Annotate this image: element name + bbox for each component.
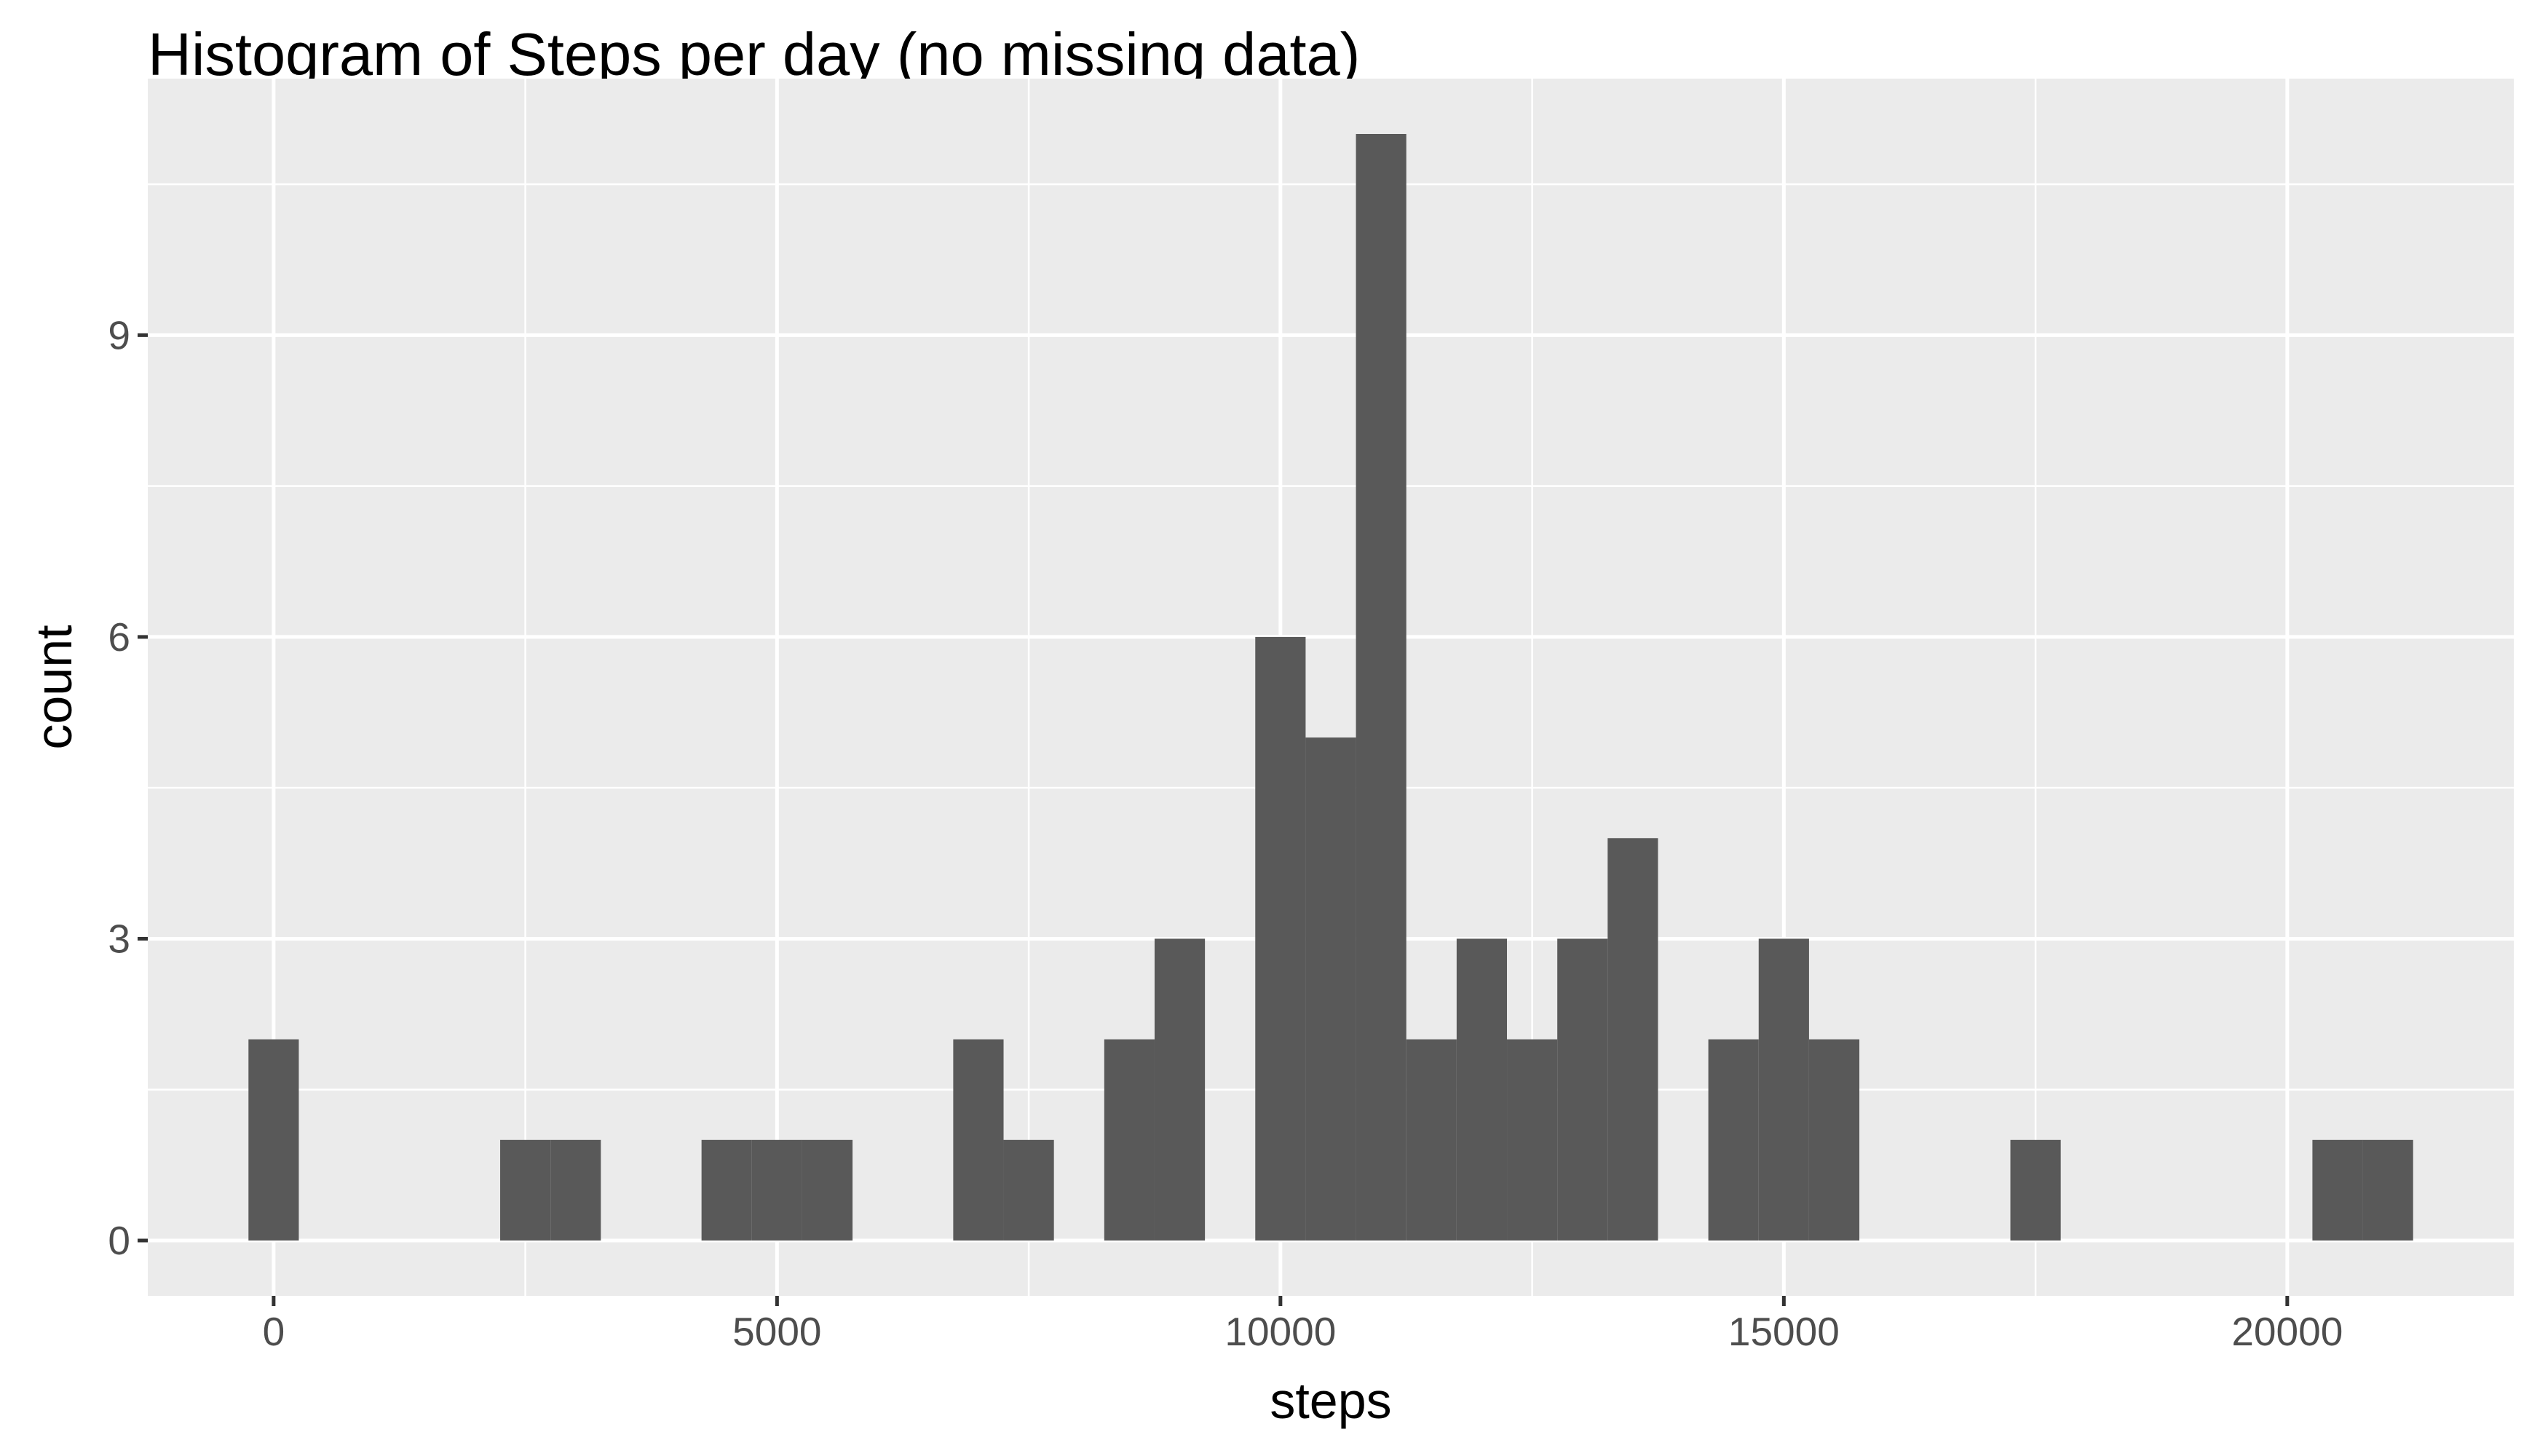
histogram-bar bbox=[2010, 1139, 2061, 1241]
histogram-bar bbox=[1607, 838, 1658, 1241]
histogram-bar bbox=[1356, 134, 1406, 1241]
y-tick-label: 3 bbox=[108, 916, 130, 961]
y-axis: 0 3 6 9 bbox=[108, 312, 148, 1263]
histogram-bar bbox=[1808, 1039, 1860, 1241]
histogram-bar bbox=[1557, 938, 1608, 1241]
y-tick-label: 6 bbox=[108, 614, 130, 660]
histogram-bar bbox=[701, 1139, 752, 1241]
chart-title: Histogram of Steps per day (no missing d… bbox=[148, 20, 1360, 88]
histogram-bar bbox=[1305, 737, 1356, 1241]
histogram-bar bbox=[248, 1039, 299, 1241]
histogram-bar bbox=[1456, 938, 1508, 1241]
histogram-bars bbox=[248, 134, 2413, 1241]
x-tick-label: 0 bbox=[263, 1309, 285, 1354]
histogram-bar bbox=[1507, 1039, 1558, 1241]
histogram-bar bbox=[1003, 1139, 1054, 1241]
histogram-bar bbox=[953, 1039, 1004, 1241]
x-tick-label: 20000 bbox=[2231, 1309, 2343, 1354]
x-tick-label: 15000 bbox=[1728, 1309, 1840, 1354]
histogram-bar bbox=[1255, 636, 1306, 1241]
histogram-bar bbox=[1708, 1039, 1759, 1241]
x-axis: 0 5000 10000 15000 20000 bbox=[263, 1296, 2343, 1354]
y-axis-title: count bbox=[25, 625, 82, 749]
histogram-bar bbox=[2362, 1139, 2413, 1241]
histogram-bar bbox=[1406, 1039, 1457, 1241]
y-tick-label: 0 bbox=[108, 1218, 130, 1263]
histogram-bar bbox=[2312, 1139, 2363, 1241]
histogram-bar bbox=[1154, 938, 1206, 1241]
x-tick-label: 5000 bbox=[732, 1309, 821, 1354]
histogram-bar bbox=[802, 1139, 853, 1241]
x-tick-label: 10000 bbox=[1224, 1309, 1336, 1354]
histogram-bar bbox=[751, 1139, 802, 1241]
histogram-bar bbox=[1104, 1039, 1155, 1241]
x-axis-title: steps bbox=[1270, 1372, 1391, 1429]
histogram-bar bbox=[1758, 938, 1809, 1241]
histogram-bar bbox=[550, 1139, 601, 1241]
histogram-bar bbox=[500, 1139, 551, 1241]
y-tick-label: 9 bbox=[108, 312, 130, 357]
